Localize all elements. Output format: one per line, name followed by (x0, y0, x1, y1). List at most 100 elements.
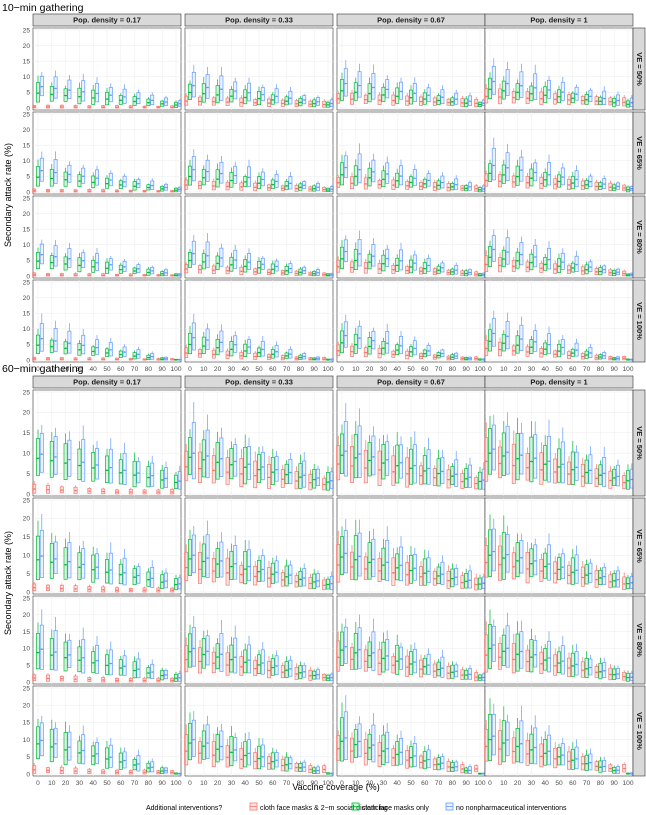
mean-point (240, 101, 243, 104)
column-strip (484, 375, 634, 389)
box (353, 333, 358, 354)
mean-point (434, 476, 436, 479)
column-strip-label: Pop. density = 0.67 (377, 378, 445, 387)
mean-point (248, 261, 250, 263)
box (357, 723, 362, 758)
mean-point (455, 765, 458, 768)
mean-point (51, 459, 53, 462)
mean-point (106, 182, 108, 185)
y-tick-label: 25 (23, 279, 31, 286)
mean-point (143, 679, 146, 682)
mean-point (503, 650, 505, 653)
box (253, 460, 258, 489)
mean-point (613, 187, 615, 189)
mean-point (137, 182, 140, 185)
mean-point (41, 85, 43, 88)
mean-point (540, 97, 543, 100)
box (525, 740, 530, 766)
mean-point (526, 97, 529, 99)
mean-point (548, 657, 550, 659)
box (367, 542, 372, 580)
mean-point (234, 562, 236, 565)
mean-point (323, 768, 326, 771)
x-tick-label: 30 (380, 780, 388, 787)
mean-point (479, 677, 481, 679)
mean-point (179, 188, 181, 191)
mean-point (410, 181, 412, 184)
mean-point (74, 358, 77, 360)
mean-point (516, 653, 519, 656)
box (336, 544, 341, 583)
box (219, 161, 224, 184)
mean-point (272, 471, 274, 473)
box (547, 640, 551, 673)
box (215, 643, 220, 669)
mean-point (386, 459, 389, 461)
mean-point (410, 663, 412, 665)
mean-point (33, 357, 35, 360)
mean-point (526, 660, 529, 663)
box (426, 557, 431, 584)
box (95, 83, 99, 103)
mean-point (420, 355, 422, 358)
box (570, 652, 575, 677)
mean-point (120, 761, 122, 763)
mean-point (540, 352, 543, 354)
mean-point (427, 570, 430, 573)
x-tick-label: 10 (200, 780, 208, 787)
mean-point (516, 344, 519, 347)
box (491, 235, 496, 262)
mean-point (483, 102, 485, 104)
mean-point (33, 488, 35, 490)
mean-point (193, 252, 195, 255)
mean-point (110, 662, 112, 665)
mean-point (506, 451, 509, 453)
mean-point (485, 263, 488, 266)
mean-point (589, 266, 592, 268)
mean-point (544, 179, 546, 181)
mean-point (623, 272, 625, 275)
mean-point (479, 583, 481, 585)
mean-point (133, 669, 136, 672)
x-tick-label: 0 (188, 780, 192, 787)
mean-point (475, 102, 478, 105)
mean-point (123, 469, 126, 472)
box (412, 444, 417, 484)
x-tick-label: 0 (340, 366, 344, 373)
y-tick-label: 15 (23, 629, 31, 636)
mean-point (503, 342, 505, 345)
mean-point (603, 97, 605, 100)
mean-point (157, 679, 160, 682)
mean-point (213, 570, 215, 572)
box (205, 159, 210, 182)
box (363, 739, 368, 766)
mean-point (526, 466, 529, 469)
box (205, 429, 210, 479)
mean-point (151, 99, 153, 102)
x-tick-label: 70 (283, 366, 291, 373)
mean-point (220, 257, 223, 259)
mean-point (51, 93, 53, 96)
mean-point (400, 345, 402, 347)
mean-point (331, 773, 333, 775)
mean-point (289, 267, 292, 270)
mean-point (603, 268, 605, 271)
y-tick-label: 10 (23, 326, 31, 333)
mean-point (406, 759, 409, 761)
mean-point (258, 182, 260, 185)
mean-point (130, 679, 132, 682)
mean-point (499, 748, 501, 750)
mean-point (595, 578, 598, 581)
box (350, 737, 354, 763)
mean-point (285, 269, 288, 272)
box (616, 464, 620, 487)
box (570, 557, 575, 585)
box (505, 69, 510, 96)
mean-point (441, 573, 444, 576)
x-tick-label: 80 (145, 780, 153, 787)
mean-point (68, 173, 71, 176)
mean-point (434, 271, 436, 273)
mean-point (469, 579, 471, 582)
mean-point (78, 264, 81, 267)
mean-point (420, 185, 422, 188)
